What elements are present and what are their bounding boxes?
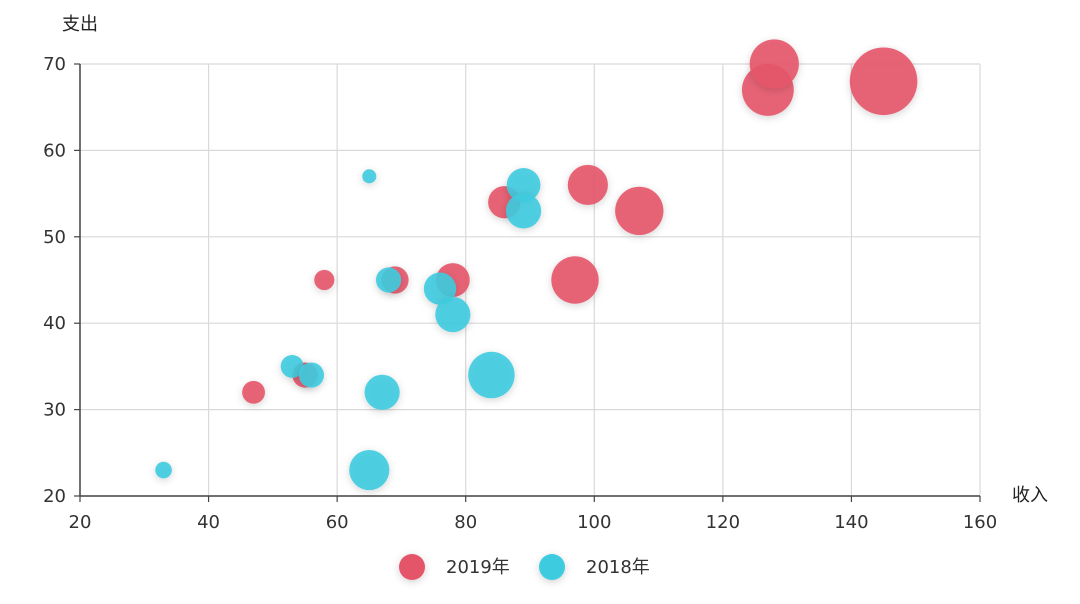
x-tick-label: 60 <box>326 512 349 533</box>
x-tick-label: 20 <box>69 512 92 533</box>
legend: 2019年 2018年 <box>399 554 650 580</box>
y-tick-label: 20 <box>43 486 66 507</box>
legend-marker <box>399 554 425 580</box>
bubble-point[interactable] <box>375 267 402 293</box>
series-2019 <box>242 39 918 404</box>
y-tick-label: 40 <box>43 313 66 334</box>
bubble-point[interactable] <box>849 47 918 116</box>
bubble-point[interactable] <box>551 256 599 304</box>
y-axis-title: 支出 <box>62 14 98 35</box>
x-tick-label: 160 <box>963 512 997 533</box>
y-tick-label: 60 <box>43 140 66 161</box>
bubble-point[interactable] <box>362 169 377 184</box>
bubble-point[interactable] <box>435 296 471 333</box>
bubble-point[interactable] <box>505 193 542 229</box>
bubble-point[interactable] <box>242 380 266 404</box>
legend-label: 2019年 <box>446 557 510 578</box>
x-axis-title: 收入 <box>1012 485 1048 506</box>
bubble-point[interactable] <box>468 351 515 399</box>
y-tick-label: 30 <box>43 400 66 421</box>
grid-lines <box>79 63 981 497</box>
legend-item[interactable]: 2018年 <box>539 554 650 580</box>
bubble-point[interactable] <box>314 269 335 291</box>
bubble-point[interactable] <box>349 449 390 491</box>
legend-label: 2018年 <box>586 557 650 578</box>
bubble-point[interactable] <box>155 461 172 479</box>
bubble-point[interactable] <box>423 272 457 305</box>
y-tick-label: 70 <box>43 54 66 75</box>
x-tick-label: 140 <box>834 512 868 533</box>
x-tick-label: 120 <box>706 512 740 533</box>
bubble-point[interactable] <box>567 164 608 206</box>
bubble-point[interactable] <box>749 39 799 89</box>
bubble-point[interactable] <box>298 362 325 388</box>
x-tick-label: 100 <box>577 512 611 533</box>
bubble-point[interactable] <box>280 354 304 378</box>
bubbles <box>155 39 918 491</box>
legend-item[interactable]: 2019年 <box>399 554 510 580</box>
x-tick-label: 80 <box>454 512 477 533</box>
legend-marker <box>539 554 565 580</box>
bubble-point[interactable] <box>615 186 664 236</box>
series-2018 <box>155 168 542 491</box>
axes: 20 40 60 80 100 120 140 160 20 30 40 50 60 70 <box>43 54 997 533</box>
bubble-point[interactable] <box>364 374 400 410</box>
x-tick-label: 40 <box>197 512 220 533</box>
bubble-point[interactable] <box>506 168 541 202</box>
y-tick-label: 50 <box>43 227 66 248</box>
